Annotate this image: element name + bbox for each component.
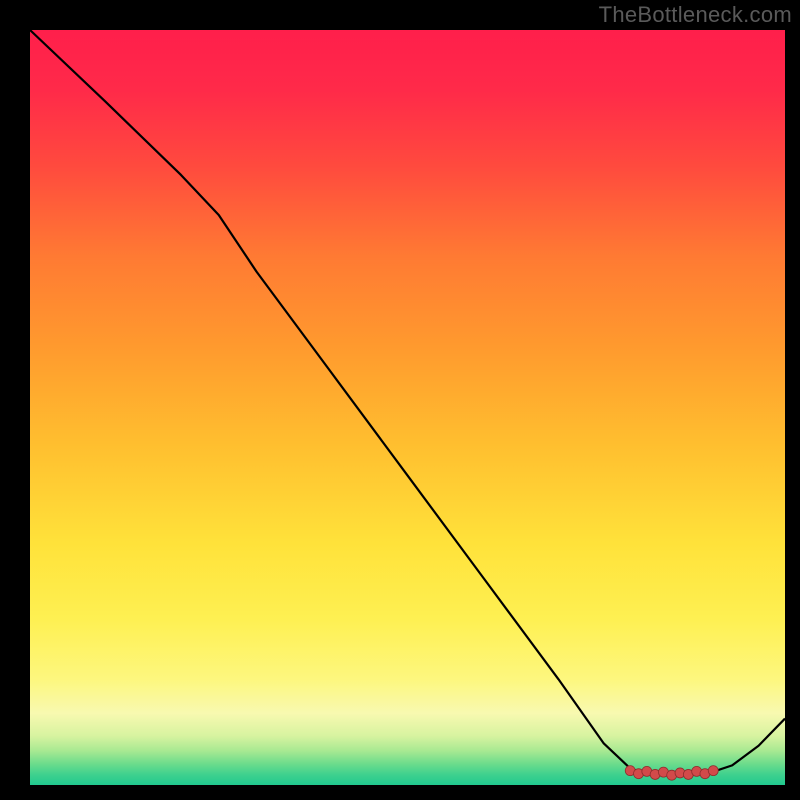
data-marker [708, 766, 718, 776]
watermark-text: TheBottleneck.com [599, 2, 792, 28]
trend-line [30, 30, 785, 775]
plot-area [30, 30, 785, 785]
line-overlay [30, 30, 785, 785]
chart-root: TheBottleneck.com [0, 0, 800, 800]
